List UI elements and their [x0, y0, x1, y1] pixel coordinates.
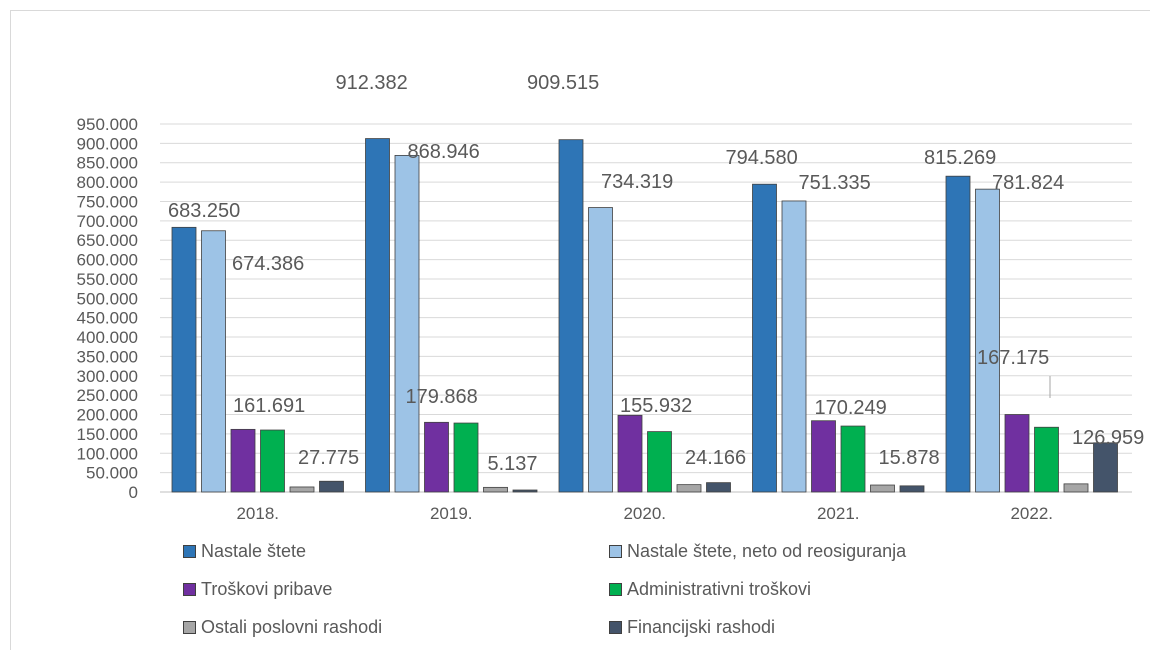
y-tick-label: 50.000 [86, 464, 138, 483]
bar [676, 484, 702, 493]
bar [1093, 442, 1118, 493]
bar [1004, 414, 1030, 493]
data-label: 815.269 [924, 147, 996, 169]
bar [483, 486, 508, 493]
data-label: 794.580 [726, 147, 798, 169]
y-tick-label: 150.000 [77, 425, 138, 444]
bar [647, 431, 672, 493]
legend-swatch [609, 544, 622, 558]
data-label: 170.249 [815, 397, 887, 419]
data-label: 167.175 [977, 347, 1049, 369]
legend-item: Ostali poslovni rashodi [183, 614, 609, 640]
chart-frame [10, 10, 1150, 650]
legend-swatch [183, 544, 196, 558]
legend-swatch [183, 620, 196, 634]
bar [394, 154, 420, 493]
y-tick-label: 350.000 [77, 347, 138, 366]
bar [781, 200, 807, 493]
data-label: 5.137 [488, 453, 538, 475]
y-tick-label: 600.000 [77, 251, 138, 270]
x-tick-label: 2022. [1010, 504, 1053, 523]
y-tick-label: 900.000 [77, 134, 138, 153]
bar [201, 230, 226, 493]
data-label: 155.932 [620, 395, 692, 417]
y-tick-label: 450.000 [77, 309, 138, 328]
y-tick-label: 500.000 [77, 289, 138, 308]
y-tick-label: 950.000 [77, 115, 138, 134]
legend-item: Nastale štete, neto od reosiguranja [609, 538, 1049, 564]
legend-swatch [183, 582, 196, 596]
bar [171, 226, 197, 493]
legend-item: Administrativni troškovi [609, 576, 1049, 602]
data-label: 781.824 [992, 172, 1064, 194]
y-tick-label: 800.000 [77, 173, 138, 192]
y-tick-label: 300.000 [77, 367, 138, 386]
legend-label: Troškovi pribave [201, 578, 333, 599]
legend-item: Nastale štete [183, 538, 609, 564]
y-tick-label: 550.000 [77, 270, 138, 289]
bar [260, 429, 285, 493]
x-tick-label: 2020. [623, 504, 666, 523]
legend-swatch [609, 620, 622, 634]
y-tick-label: 250.000 [77, 386, 138, 405]
data-label: 868.946 [408, 141, 480, 163]
y-tick-label: 400.000 [77, 328, 138, 347]
bar [588, 207, 613, 493]
bar [453, 422, 479, 493]
bar [945, 175, 971, 493]
bar [365, 138, 390, 493]
legend-label: Ostali poslovni rashodi [201, 616, 383, 637]
data-label: 126.959 [1072, 427, 1144, 449]
y-tick-label: 650.000 [77, 231, 138, 250]
bar [319, 480, 344, 493]
bar [1034, 426, 1059, 493]
data-label: 734.319 [601, 171, 673, 193]
y-tick-label: 700.000 [77, 212, 138, 231]
data-label: 161.691 [233, 395, 305, 417]
x-tick-label: 2021. [817, 504, 860, 523]
bar [706, 482, 731, 493]
bar [840, 425, 866, 493]
data-label: 909.515 [527, 72, 599, 94]
bar [975, 188, 1000, 493]
bar [870, 484, 895, 493]
y-tick-label: 200.000 [77, 406, 138, 425]
x-tick-label: 2019. [430, 504, 473, 523]
bar [1063, 483, 1089, 493]
data-label: 15.878 [879, 447, 940, 469]
legend-item: Troškovi pribave [183, 576, 609, 602]
legend-label: Nastale štete [201, 540, 307, 561]
legend: Nastale štete Nastale štete, neto od reos… [183, 538, 1083, 640]
data-label: 751.335 [799, 172, 871, 194]
bar-chart: 050.000100.000150.000200.000250.000300.0… [77, 72, 1145, 523]
legend-item: Financijski rashodi [609, 614, 1049, 640]
bar [230, 428, 256, 493]
legend-label: Administrativni troškovi [627, 578, 812, 599]
data-label: 24.166 [685, 447, 746, 469]
x-tick-label: 2018. [236, 504, 279, 523]
data-label: 27.775 [298, 447, 359, 469]
data-label: 912.382 [336, 72, 408, 94]
legend-swatch [609, 582, 622, 596]
bar [558, 139, 584, 493]
y-tick-label: 0 [129, 483, 138, 502]
legend-label: Nastale štete, neto od reosiguranja [627, 540, 907, 561]
bar [811, 420, 836, 493]
bar [289, 486, 315, 493]
y-tick-label: 100.000 [77, 444, 138, 463]
legend-label: Financijski rashodi [627, 616, 776, 637]
bar [752, 183, 777, 493]
data-label: 179.868 [406, 386, 478, 408]
bar [899, 485, 925, 493]
bar [617, 414, 643, 493]
y-tick-label: 750.000 [77, 192, 138, 211]
data-label: 674.386 [232, 253, 304, 275]
y-tick-label: 850.000 [77, 154, 138, 173]
bar [512, 489, 538, 493]
bar [424, 421, 449, 493]
data-label: 683.250 [168, 200, 240, 222]
